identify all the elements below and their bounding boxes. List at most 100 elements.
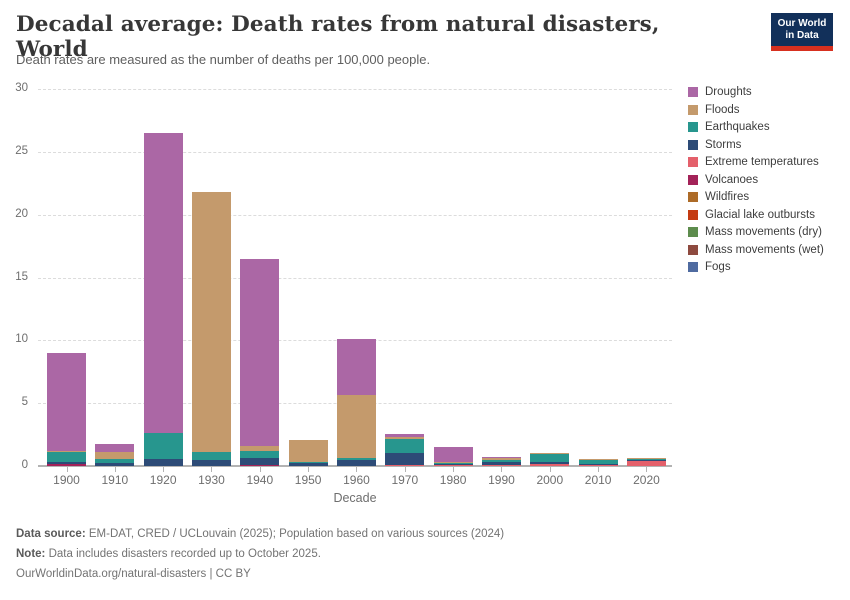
bar-segment-earthquakes-1950[interactable]	[288, 461, 328, 464]
bar-segment-extreme-temperatures-2000[interactable]	[530, 464, 570, 466]
legend-swatch-icon	[688, 122, 698, 132]
bar-segment-earthquakes-1900[interactable]	[47, 452, 86, 463]
legend-item-mass-movements-dry-[interactable]: Mass movements (dry)	[688, 226, 824, 238]
bar-segment-storms-1920[interactable]	[143, 459, 183, 466]
owid-logo-line2: in Data	[785, 29, 819, 41]
bar-segment-droughts-1940[interactable]	[240, 258, 280, 446]
bar-segment-storms-2000[interactable]	[530, 461, 570, 465]
legend-item-floods[interactable]: Floods	[688, 104, 824, 116]
bar-segment-storms-1970[interactable]	[385, 452, 425, 466]
bar-segment-earthquakes-1940[interactable]	[240, 450, 280, 458]
bar-segment-earthquakes-2010[interactable]	[578, 460, 618, 464]
owid-logo-box: Our World in Data	[771, 13, 833, 46]
legend-label: Glacial lake outbursts	[705, 208, 815, 221]
footer-url[interactable]: OurWorldinData.org/natural-disasters | C…	[16, 568, 251, 580]
bar-segment-earthquakes-1910[interactable]	[95, 459, 135, 464]
bar-segment-droughts-1910[interactable]	[95, 444, 135, 453]
bar-segment-floods-1900[interactable]	[47, 450, 86, 453]
x-tick-1900	[66, 467, 68, 472]
bar-segment-storms-1980[interactable]	[433, 463, 473, 466]
legend-item-wildfires[interactable]: Wildfires	[688, 191, 824, 203]
legend-swatch-icon	[688, 157, 698, 167]
y-tick-label-5: 5	[21, 396, 28, 409]
x-tick-1950	[308, 467, 310, 472]
legend-item-mass-movements-wet-[interactable]: Mass movements (wet)	[688, 244, 824, 256]
bar-segment-storms-1950[interactable]	[288, 463, 328, 466]
bar-segment-floods-2000[interactable]	[530, 453, 570, 455]
bar-segment-floods-1970[interactable]	[385, 437, 425, 439]
bar-segment-droughts-1990[interactable]	[481, 457, 521, 458]
legend-swatch-icon	[688, 244, 698, 255]
x-tick-label-1910: 1910	[101, 473, 129, 487]
legend-item-droughts[interactable]: Droughts	[688, 86, 824, 98]
legend-item-glacial-lake-outbursts[interactable]: Glacial lake outbursts	[688, 209, 824, 221]
bar-segment-droughts-1960[interactable]	[336, 339, 376, 395]
legend-label: Floods	[705, 103, 740, 116]
bar-segment-floods-2010[interactable]	[578, 459, 618, 461]
bar-segment-floods-1930[interactable]	[191, 192, 231, 453]
bar-segment-earthquakes-1970[interactable]	[385, 438, 425, 453]
bar-segment-storms-1960[interactable]	[336, 460, 376, 466]
legend: Droughts Floods Earthquakes Storms Extreme t…	[688, 86, 824, 279]
bar-segment-droughts-1900[interactable]	[47, 352, 86, 451]
legend-item-volcanoes[interactable]: Volcanoes	[688, 174, 824, 186]
x-tick-1970	[404, 467, 406, 472]
legend-item-earthquakes[interactable]: Earthquakes	[688, 121, 824, 133]
bar-segment-storms-1910[interactable]	[95, 463, 135, 466]
x-tick-label-2000: 2000	[536, 473, 564, 487]
bar-segment-extreme-temperatures-1990[interactable]	[481, 465, 521, 466]
legend-swatch-icon	[688, 209, 698, 220]
chart-footer: Data source: EM-DAT, CRED / UCLouvain (2…	[16, 524, 504, 584]
owid-logo-accent-bar	[771, 46, 833, 51]
bar-segment-floods-1980[interactable]	[433, 461, 473, 463]
legend-label: Fogs	[705, 261, 731, 273]
bar-segment-storms-2020[interactable]	[626, 460, 666, 461]
bar-segment-droughts-1920[interactable]	[143, 132, 183, 434]
bar-segment-extreme-temperatures-1980[interactable]	[433, 465, 473, 466]
bar-segment-floods-1960[interactable]	[336, 394, 376, 459]
legend-item-storms[interactable]: Storms	[688, 139, 824, 151]
bar-segment-earthquakes-1980[interactable]	[433, 462, 473, 464]
y-tick-label-15: 15	[15, 270, 28, 283]
legend-label: Storms	[705, 138, 742, 151]
bar-segment-storms-1940[interactable]	[240, 457, 280, 465]
bar-segment-volcanoes-1940[interactable]	[240, 464, 280, 466]
legend-item-extreme-temperatures[interactable]: Extreme temperatures	[688, 156, 824, 168]
bar-segment-storms-1990[interactable]	[481, 461, 521, 466]
bar-segment-floods-1950[interactable]	[288, 440, 328, 462]
x-tick-label-1920: 1920	[149, 473, 177, 487]
bar-segment-floods-1910[interactable]	[95, 452, 135, 460]
bar-segment-earthquakes-2000[interactable]	[530, 454, 570, 462]
bar-segment-droughts-1970[interactable]	[385, 433, 425, 438]
bar-segment-storms-1930[interactable]	[191, 460, 231, 466]
bar-segment-floods-2020[interactable]	[626, 458, 666, 460]
bar-segment-earthquakes-1960[interactable]	[336, 458, 376, 461]
legend-label: Mass movements (wet)	[705, 243, 824, 256]
bar-segment-extreme-temperatures-2020[interactable]	[626, 460, 666, 466]
page-title: Decadal average: Death rates from natura…	[16, 12, 660, 62]
bar-segment-droughts-1980[interactable]	[433, 446, 473, 462]
legend-item-fogs[interactable]: Fogs	[688, 261, 824, 273]
x-tick-label-1940: 1940	[246, 473, 274, 487]
bar-segment-earthquakes-1930[interactable]	[191, 452, 231, 461]
x-tick-label-1960: 1960	[343, 473, 370, 487]
legend-label: Wildfires	[705, 191, 750, 203]
bar-segment-volcanoes-1900[interactable]	[47, 464, 86, 466]
bar-segment-earthquakes-1990[interactable]	[481, 460, 521, 462]
bar-segment-floods-1990[interactable]	[481, 457, 521, 461]
footer-data-source-text: EM-DAT, CRED / UCLouvain (2025); Populat…	[85, 528, 505, 540]
bar-segment-extreme-temperatures-1970[interactable]	[385, 465, 425, 466]
x-tick-label-1970: 1970	[391, 473, 419, 487]
bar-segment-storms-2010[interactable]	[578, 463, 618, 465]
bar-segment-extreme-temperatures-2010[interactable]	[578, 464, 618, 466]
chart-subtitle: Death rates are measured as the number o…	[16, 52, 431, 67]
bar-segment-earthquakes-2020[interactable]	[626, 459, 666, 461]
y-tick-label-30: 30	[15, 82, 28, 94]
owid-logo-line1: Our World	[777, 18, 827, 29]
bar-segment-storms-1900[interactable]	[47, 462, 86, 465]
legend-swatch-icon	[688, 192, 698, 202]
bar-segment-earthquakes-1920[interactable]	[143, 433, 183, 460]
bar-segment-floods-1940[interactable]	[240, 445, 280, 451]
gridline-15	[38, 277, 672, 279]
